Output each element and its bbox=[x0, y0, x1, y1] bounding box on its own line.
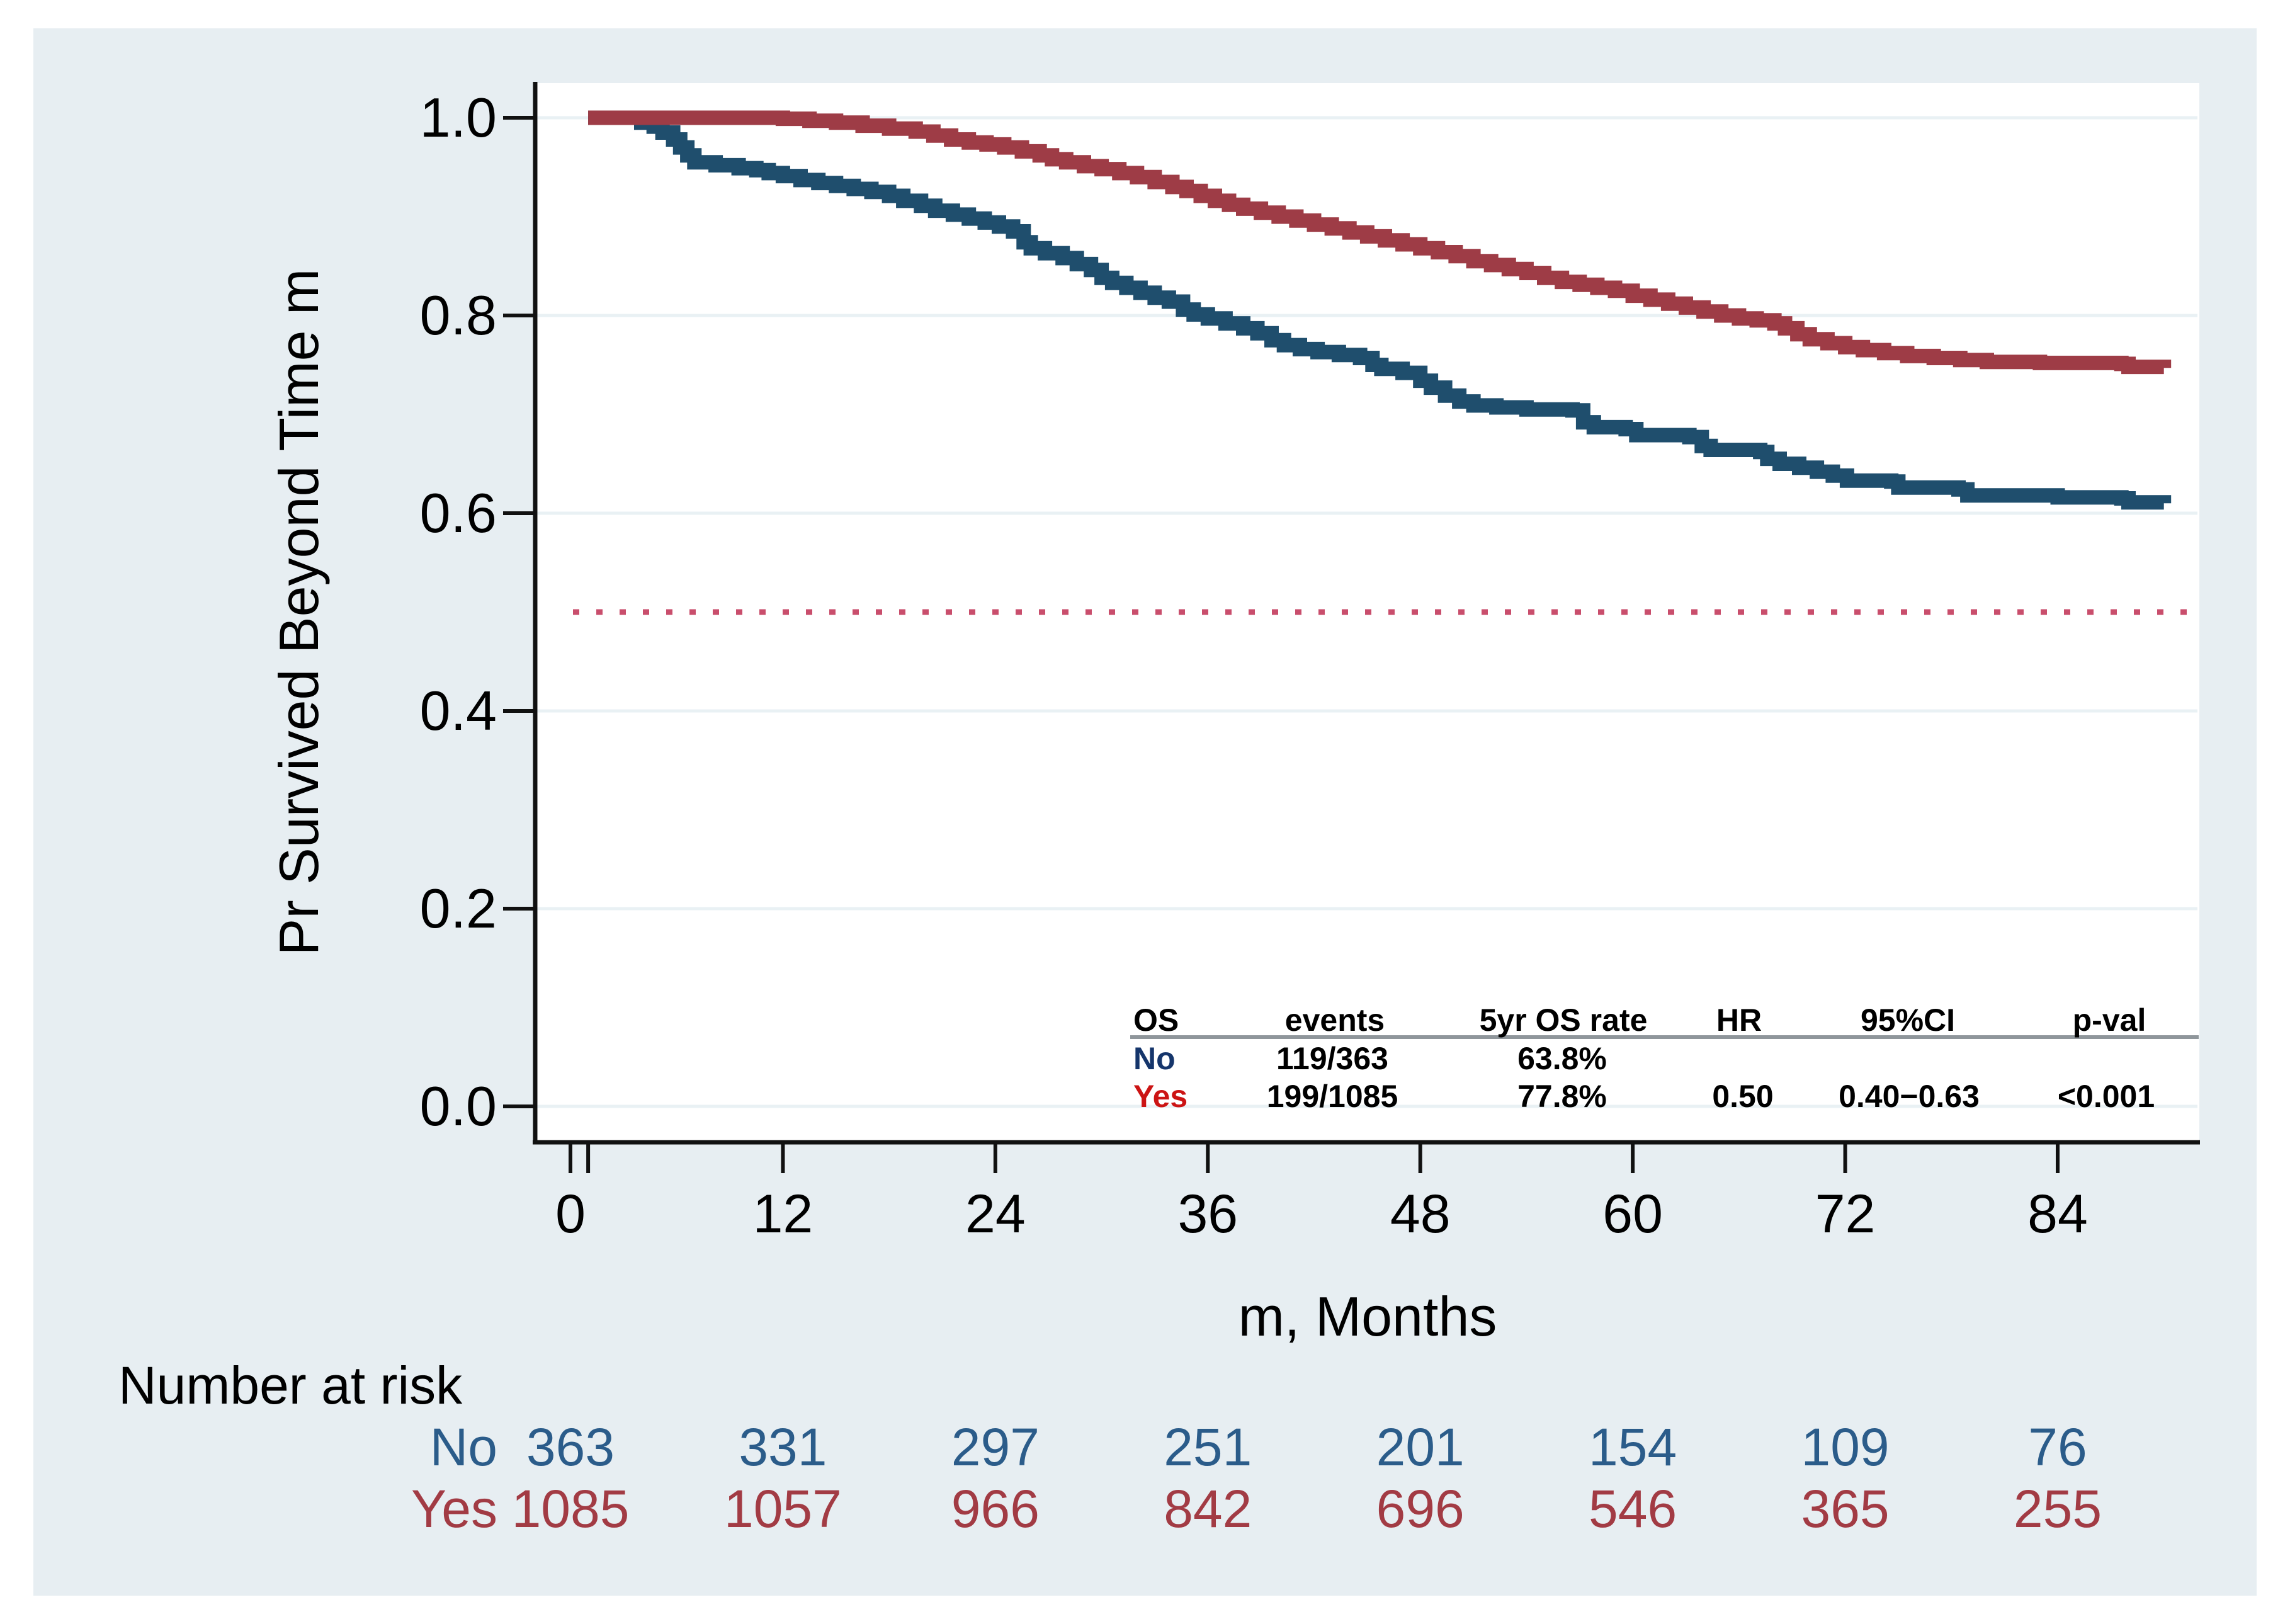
stats-cell-value: 63.8% bbox=[1517, 1041, 1607, 1076]
risk-count: 363 bbox=[526, 1417, 615, 1477]
stats-header: p-val bbox=[2072, 1002, 2146, 1038]
risk-count: 1085 bbox=[511, 1479, 630, 1538]
y-tick-label: 1.0 bbox=[419, 86, 497, 149]
risk-count: 109 bbox=[1801, 1417, 1890, 1477]
risk-count: 154 bbox=[1589, 1417, 1677, 1477]
x-tick-label: 24 bbox=[965, 1184, 1026, 1244]
risk-row-label-no: No bbox=[429, 1417, 497, 1477]
stats-cell-value: 77.8% bbox=[1517, 1079, 1607, 1114]
risk-count: 696 bbox=[1376, 1479, 1465, 1538]
y-tick-label: 0.8 bbox=[419, 284, 497, 346]
km-curve-yes bbox=[588, 110, 2172, 375]
x-tick-label: 72 bbox=[1815, 1184, 1876, 1244]
risk-count: 546 bbox=[1589, 1479, 1677, 1538]
stats-header: events bbox=[1284, 1002, 1385, 1038]
y-tick-label: 0.0 bbox=[419, 1075, 497, 1137]
stats-cell-value: 119/363 bbox=[1276, 1041, 1388, 1076]
stats-cell-value: <0.001 bbox=[2057, 1079, 2155, 1114]
risk-count: 251 bbox=[1164, 1417, 1252, 1477]
stats-table-underline bbox=[1130, 1035, 2199, 1039]
stats-cell-value: 199/1085 bbox=[1266, 1079, 1398, 1114]
risk-count: 966 bbox=[951, 1479, 1040, 1538]
stats-row-label-yes: Yes bbox=[1133, 1079, 1188, 1114]
stats-row-label-no: No bbox=[1133, 1041, 1176, 1076]
x-tick-label: 48 bbox=[1390, 1184, 1451, 1244]
risk-count: 365 bbox=[1801, 1479, 1890, 1538]
risk-row-label-yes: Yes bbox=[411, 1479, 497, 1538]
x-tick-label: 12 bbox=[752, 1184, 813, 1244]
x-tick-label: 36 bbox=[1177, 1184, 1239, 1244]
stats-header: 95%CI bbox=[1860, 1002, 1956, 1038]
risk-count: 201 bbox=[1376, 1417, 1465, 1477]
risk-count: 76 bbox=[2028, 1417, 2087, 1477]
risk-count: 1057 bbox=[723, 1479, 842, 1538]
risk-count: 842 bbox=[1164, 1479, 1252, 1538]
y-tick-label: 0.4 bbox=[419, 679, 497, 742]
stats-cell-value: 0.50 bbox=[1712, 1079, 1774, 1114]
x-tick-label: 84 bbox=[2027, 1184, 2088, 1244]
stats-header-os: OS bbox=[1133, 1002, 1179, 1038]
x-tick-label: 0 bbox=[555, 1184, 586, 1244]
x-axis-title: m, Months bbox=[1238, 1285, 1497, 1348]
x-tick-label: 60 bbox=[1602, 1184, 1663, 1244]
risk-count: 331 bbox=[739, 1417, 827, 1477]
y-axis-title: Pr Survived Beyond Time m bbox=[268, 268, 330, 956]
stats-header: 5yr OS rate bbox=[1479, 1002, 1648, 1038]
stats-header: HR bbox=[1716, 1002, 1762, 1038]
risk-count: 255 bbox=[2013, 1479, 2102, 1538]
risk-count: 297 bbox=[951, 1417, 1040, 1477]
y-tick-label: 0.2 bbox=[419, 877, 497, 940]
stats-cell-value: 0.40−0.63 bbox=[1839, 1079, 1980, 1114]
y-tick-label: 0.6 bbox=[419, 482, 497, 544]
number-at-risk-title: Number at risk bbox=[118, 1356, 463, 1415]
km-curve-no bbox=[588, 110, 2172, 510]
